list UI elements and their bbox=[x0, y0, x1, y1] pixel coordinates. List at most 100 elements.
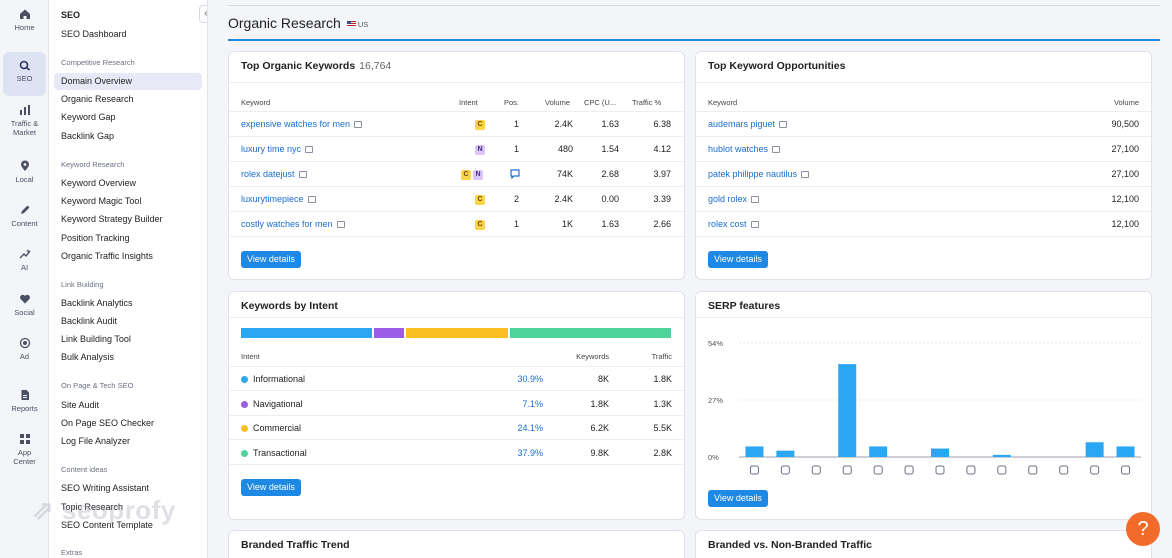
local-pack-icon[interactable] bbox=[966, 465, 976, 475]
serp-bar-image[interactable] bbox=[838, 364, 857, 457]
serp-preview-icon[interactable] bbox=[779, 121, 788, 129]
sidebar-item-seo-content-template[interactable]: SEO Content Template bbox=[61, 520, 153, 530]
col-volume[interactable]: Volume bbox=[1113, 98, 1139, 107]
rail-ai[interactable]: AI bbox=[0, 248, 49, 272]
rail-reports[interactable]: Reports bbox=[0, 389, 49, 413]
ads-icon[interactable] bbox=[1028, 465, 1038, 475]
top-divider bbox=[228, 0, 1160, 6]
traffic: 3.39 bbox=[653, 194, 671, 204]
sidebar-item-domain-overview[interactable]: Domain Overview bbox=[54, 73, 202, 90]
sidebar-item-backlink-analytics[interactable]: Backlink Analytics bbox=[61, 298, 133, 308]
rail-home[interactable]: Home bbox=[0, 8, 49, 32]
sidebar-item-seo-writing-assistant[interactable]: SEO Writing Assistant bbox=[61, 483, 149, 493]
serp-preview-icon[interactable] bbox=[298, 171, 307, 179]
image-icon[interactable] bbox=[842, 465, 852, 475]
rail-social[interactable]: Social bbox=[0, 293, 49, 317]
sidebar-item-backlink-gap[interactable]: Backlink Gap bbox=[61, 131, 115, 141]
keyword-link[interactable]: costly watches for men bbox=[241, 219, 345, 229]
rail-content[interactable]: Content bbox=[0, 204, 49, 228]
keyword-link[interactable]: expensive watches for men bbox=[241, 119, 363, 129]
help-button[interactable]: ? bbox=[1126, 512, 1160, 546]
sidebar-item-organic-research[interactable]: Organic Research bbox=[61, 94, 134, 104]
knowledge-panel-icon[interactable] bbox=[997, 465, 1007, 475]
serp-preview-icon[interactable] bbox=[354, 121, 363, 129]
keyword-link[interactable]: audemars piguet bbox=[708, 119, 788, 129]
sidebar-item-link-building-tool[interactable]: Link Building Tool bbox=[61, 334, 131, 344]
col-pos[interactable]: Pos. bbox=[504, 98, 520, 107]
featured-snippet-icon[interactable] bbox=[780, 465, 790, 475]
keyword-link[interactable]: gold rolex bbox=[708, 194, 760, 204]
list-icon[interactable] bbox=[1121, 465, 1131, 475]
sidebar-item-seo-dashboard[interactable]: SEO Dashboard bbox=[61, 29, 127, 39]
col-traffic[interactable]: Traffic % bbox=[632, 98, 662, 107]
keyword-link[interactable]: rolex datejust bbox=[241, 169, 307, 179]
intent-bar-segment[interactable] bbox=[374, 328, 405, 338]
view-details-button[interactable]: View details bbox=[241, 251, 301, 268]
rail-local[interactable]: Local bbox=[0, 160, 49, 184]
serp-preview-icon[interactable] bbox=[801, 171, 810, 179]
sidebar-item-on-page-seo-checker[interactable]: On Page SEO Checker bbox=[61, 418, 155, 428]
link-icon[interactable] bbox=[749, 465, 759, 475]
rail-ad[interactable]: Ad bbox=[0, 337, 49, 361]
rail-seo[interactable]: SEO bbox=[3, 52, 46, 96]
keyword-link[interactable]: luxury time nyc bbox=[241, 144, 314, 154]
serp-bar-faq[interactable] bbox=[1116, 446, 1135, 457]
serp-bar-image-pack[interactable] bbox=[869, 446, 888, 457]
card-title: Branded vs. Non-Branded Traffic bbox=[708, 539, 872, 551]
review-icon[interactable] bbox=[935, 465, 945, 475]
sidebar-item-organic-traffic-insights[interactable]: Organic Traffic Insights bbox=[61, 251, 153, 261]
collapse-sidebar-button[interactable]: « bbox=[199, 5, 207, 23]
serp-preview-icon[interactable] bbox=[750, 221, 759, 229]
intent-percent-link[interactable]: 37.9% bbox=[517, 447, 543, 458]
col-keyword[interactable]: Keyword bbox=[241, 98, 271, 107]
intent-percent-link[interactable]: 24.1% bbox=[517, 423, 543, 433]
intent-bar-segment[interactable] bbox=[510, 328, 672, 338]
serp-bar-sitelinks[interactable] bbox=[745, 446, 764, 457]
content-icon bbox=[20, 205, 29, 214]
view-details-button[interactable]: View details bbox=[708, 251, 768, 268]
col-intent[interactable]: Intent bbox=[459, 98, 478, 107]
sidebar-item-topic-research[interactable]: Topic Research bbox=[61, 502, 124, 512]
sidebar-item-site-audit[interactable]: Site Audit bbox=[61, 400, 100, 410]
tag-icon[interactable] bbox=[1090, 465, 1100, 475]
serp-bar-knowledge-panel[interactable] bbox=[992, 454, 1011, 457]
keyword-link[interactable]: patek philippe nautilus bbox=[708, 169, 810, 179]
table-row: Navigational 7.1% 1.8K 1.3K bbox=[229, 392, 684, 416]
col-volume[interactable]: Volume bbox=[545, 98, 571, 107]
col-keyword[interactable]: Keyword bbox=[708, 98, 738, 107]
image-pack-icon[interactable] bbox=[873, 465, 883, 475]
sidebar-item-log-file-analyzer[interactable]: Log File Analyzer bbox=[61, 436, 131, 446]
rail-app-center[interactable]: App Center bbox=[0, 433, 49, 466]
keyword-link[interactable]: rolex cost bbox=[708, 219, 759, 229]
intent-percent-link[interactable]: 30.9% bbox=[517, 374, 543, 384]
serp-preview-icon[interactable] bbox=[305, 146, 314, 154]
sidebar-item-position-tracking[interactable]: Position Tracking bbox=[61, 233, 130, 243]
keyword-link[interactable]: luxurytimepiece bbox=[241, 194, 316, 204]
rail-traffic[interactable]: Traffic & Market bbox=[0, 104, 49, 137]
serp-preview-icon[interactable] bbox=[336, 221, 345, 229]
sidebar-item-bulk-analysis[interactable]: Bulk Analysis bbox=[61, 352, 115, 362]
col-cpc[interactable]: CPC (U... bbox=[584, 98, 617, 107]
sidebar-item-keyword-magic-tool[interactable]: Keyword Magic Tool bbox=[61, 196, 142, 206]
keyword-link[interactable]: hublot watches bbox=[708, 144, 781, 154]
serp-preview-icon[interactable] bbox=[307, 196, 316, 204]
star-icon[interactable] bbox=[811, 465, 821, 475]
intent-percent-link[interactable]: 7.1% bbox=[522, 398, 543, 409]
view-details-button[interactable]: View details bbox=[708, 490, 768, 507]
sidebar-item-keyword-overview[interactable]: Keyword Overview bbox=[61, 178, 137, 188]
twitter-icon[interactable] bbox=[1059, 465, 1069, 475]
intent-bar-segment[interactable] bbox=[241, 328, 373, 338]
serp-bar-featured-snippet[interactable] bbox=[776, 450, 795, 457]
serp-preview-icon[interactable] bbox=[772, 146, 781, 154]
intent-bar-segment[interactable] bbox=[406, 328, 509, 338]
database-label[interactable]: US bbox=[357, 19, 369, 29]
serp-bar-questions[interactable] bbox=[931, 448, 949, 457]
sidebar-item-keyword-gap[interactable]: Keyword Gap bbox=[61, 112, 116, 122]
table-row: rolex datejust C N 74K 2.68 3.97 bbox=[229, 162, 684, 187]
sidebar-item-backlink-audit[interactable]: Backlink Audit bbox=[61, 316, 118, 326]
video-icon[interactable] bbox=[904, 465, 914, 475]
sidebar-item-keyword-strategy-builder[interactable]: Keyword Strategy Builder bbox=[61, 214, 163, 224]
serp-bar-shopping[interactable] bbox=[1085, 442, 1104, 457]
view-details-button[interactable]: View details bbox=[241, 479, 301, 496]
serp-preview-icon[interactable] bbox=[751, 196, 760, 204]
